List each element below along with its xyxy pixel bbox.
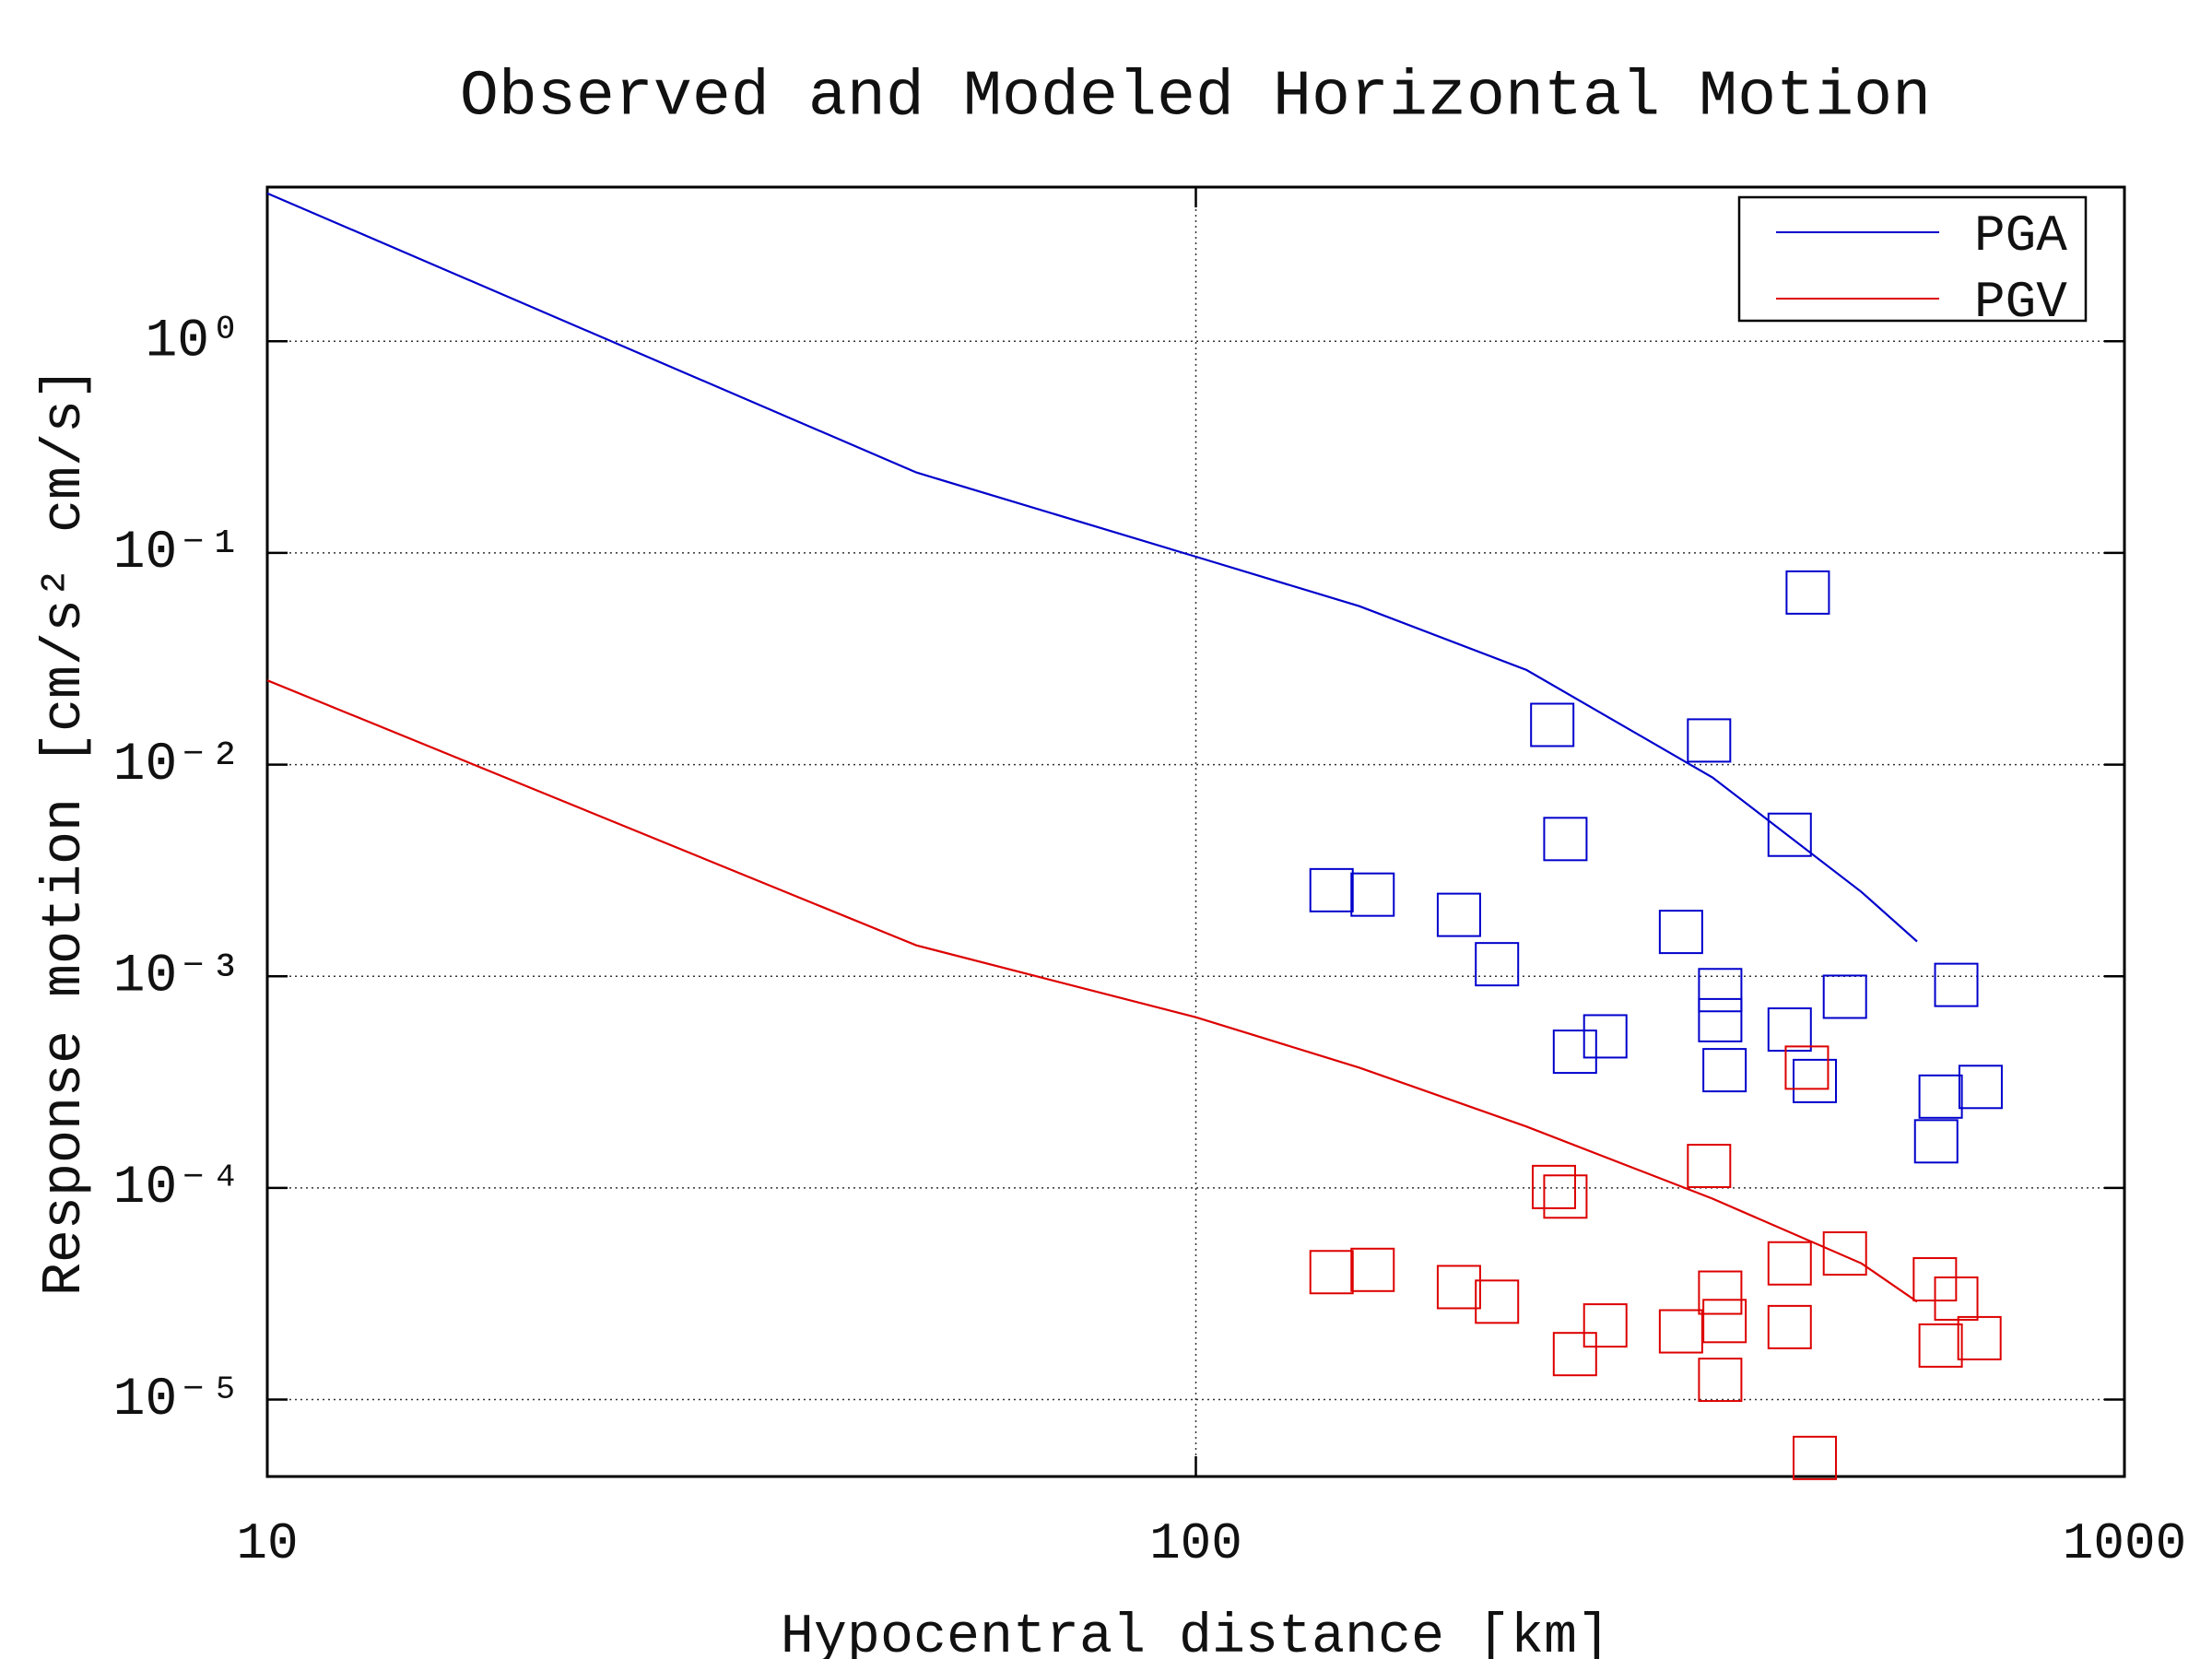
observed-point <box>1958 1065 2003 1110</box>
observed-point <box>1698 1270 1743 1315</box>
observed-point <box>1934 1276 1979 1321</box>
x-tick-label: 1000 <box>2063 1514 2186 1573</box>
y-tick-label: 10⁰ <box>145 312 241 372</box>
y-axis-label: Response motion [cm/s² cm/s] <box>34 367 97 1296</box>
legend-label: PGA <box>1974 206 2067 265</box>
observed-point <box>1583 1303 1628 1348</box>
observed-point <box>1475 1279 1520 1324</box>
observed-point <box>1784 1045 1830 1090</box>
observed-point <box>1918 1074 1963 1119</box>
series-line <box>266 679 1918 1303</box>
observed-point <box>1767 1007 1812 1053</box>
observed-point <box>1543 1174 1588 1219</box>
observed-point <box>1767 812 1812 857</box>
observed-point <box>1793 1435 1838 1480</box>
observed-point <box>1552 1332 1597 1377</box>
observed-point <box>1687 718 1732 763</box>
y-tick-label: 10⁻¹ <box>113 524 241 583</box>
observed-point <box>1934 962 1979 1007</box>
observed-point <box>1698 968 1743 1013</box>
y-tick-label: 10⁻⁴ <box>113 1159 241 1218</box>
observed-point <box>1822 974 1867 1019</box>
observed-point <box>1309 1250 1354 1295</box>
observed-point <box>1687 1144 1732 1189</box>
y-tick-label: 10⁻² <box>113 735 241 795</box>
observed-point <box>1350 872 1395 917</box>
legend-box <box>1737 195 2088 323</box>
x-axis-label: Hypocentral distance [km] <box>781 1606 1610 1659</box>
observed-point <box>1583 1014 1628 1059</box>
observed-point <box>1767 1241 1812 1286</box>
observed-point <box>1350 1247 1395 1292</box>
y-tick-label: 10⁻⁵ <box>113 1371 241 1430</box>
observed-point <box>1436 1265 1481 1310</box>
chart-title: Observed and Modeled Horizontal Motion <box>460 61 1931 134</box>
observed-point <box>1702 1048 1747 1093</box>
legend-label: PGV <box>1974 273 2067 332</box>
observed-point <box>1530 702 1575 747</box>
observed-point <box>1658 1309 1703 1354</box>
observed-point <box>1913 1119 1959 1164</box>
observed-point <box>1543 817 1588 862</box>
observed-point <box>1822 1231 1867 1277</box>
observed-point <box>1793 1058 1838 1103</box>
observed-point <box>1698 997 1743 1042</box>
plot-frame <box>265 185 2126 1478</box>
observed-point <box>1698 1358 1743 1403</box>
observed-point <box>1436 892 1481 937</box>
x-tick-label: 100 <box>1149 1514 1242 1573</box>
observed-point <box>1552 1030 1597 1075</box>
observed-point <box>1767 1304 1812 1349</box>
observed-point <box>1475 942 1520 987</box>
observed-point <box>1785 570 1830 615</box>
x-tick-label: 10 <box>236 1514 298 1573</box>
observed-point <box>1309 867 1354 912</box>
observed-point <box>1658 910 1703 955</box>
series-line <box>266 192 1918 943</box>
observed-point <box>1702 1299 1747 1344</box>
observed-point <box>1531 1164 1576 1209</box>
y-tick-label: 10⁻³ <box>113 947 241 1007</box>
observed-point <box>1918 1323 1963 1368</box>
observed-point <box>1957 1315 2002 1360</box>
